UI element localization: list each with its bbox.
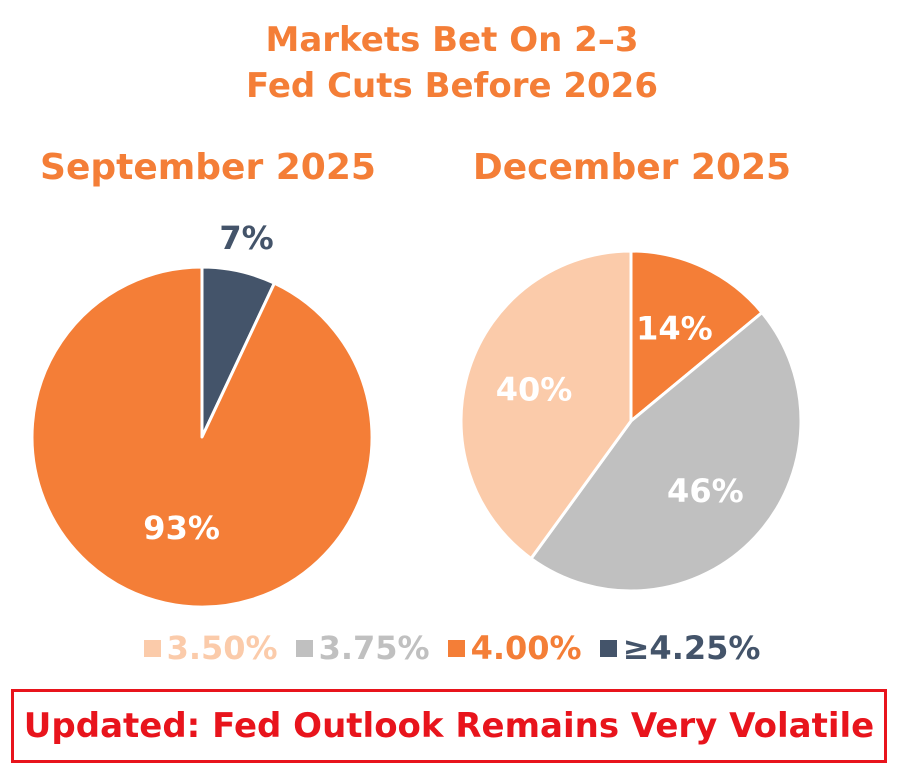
legend-swatch-3-50 [143,639,161,657]
pie-slice-september-2025-4-00 [30,265,374,609]
legend-item-4-25-plus: ≥4.25% [599,628,761,668]
legend-label-3-75: 3.75% [318,629,430,667]
pie-chart-december: 14% 46% 40% [459,249,803,593]
legend-label-4-25-plus: ≥4.25% [622,629,761,667]
pie-chart-september: 7% 93% [30,219,374,609]
pie-label-december-2025-3-50: 40% [496,370,573,408]
banner-text: Updated: Fed Outlook Remains Very Volati… [23,706,875,746]
legend-item-3-75: 3.75% [295,628,430,668]
pie-slice-december-2025-3-75 [529,311,803,593]
legend-label-3-50: 3.50% [166,629,278,667]
pie-slice-december-2025-4-00 [629,249,764,423]
legend-item-3-50: 3.50% [143,628,278,668]
volatility-banner: Updated: Fed Outlook Remains Very Volati… [11,689,887,763]
pie-label-december-2025-3-75: 46% [667,472,744,510]
legend-label-4-00: 4.00% [470,629,582,667]
legend-swatch-3-75 [295,639,313,657]
pie-label-december-2025-4-00: 14% [636,310,713,348]
pie-title-december: December 2025 [472,147,792,188]
main-title-line-1: Markets Bet On 2–3 [265,20,639,60]
legend: 3.50% 3.75% 4.00% ≥4.25% [0,626,904,670]
legend-swatch-4-00 [447,639,465,657]
main-title-line-2: Fed Cuts Before 2026 [246,66,658,106]
pie-label-september-2025-gte-4-25: 7% [219,219,273,257]
legend-item-4-00: 4.00% [447,628,582,668]
pie-slice-december-2025-3-50 [459,249,633,561]
legend-swatch-4-25-plus [599,639,617,657]
pie-label-september-2025-4-00: 93% [143,509,220,547]
pie-title-september: September 2025 [40,147,376,188]
